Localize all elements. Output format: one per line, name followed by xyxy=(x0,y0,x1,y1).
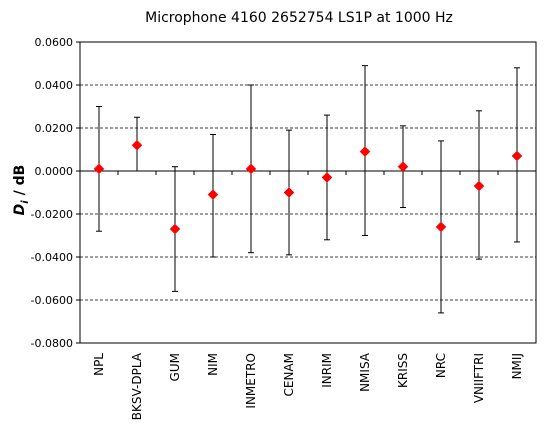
x-tick-label: INRIM xyxy=(320,353,334,388)
x-tick-label: BKSV-DPLA xyxy=(130,352,144,420)
data-point xyxy=(245,163,257,175)
x-tick-label: GUM xyxy=(168,353,182,381)
data-point xyxy=(435,221,447,233)
y-tick-label: -0.0800 xyxy=(31,337,73,350)
data-point xyxy=(359,146,371,158)
y-tick-label: -0.0600 xyxy=(31,294,73,307)
data-point xyxy=(397,161,409,173)
x-tick-label: INMETRO xyxy=(244,353,258,409)
plot-frame xyxy=(79,41,537,344)
x-tick-label: VNIIFTRI xyxy=(472,353,486,403)
y-tick-label: -0.0400 xyxy=(31,251,73,264)
data-point xyxy=(207,189,219,201)
y-axis-label: Di / dB xyxy=(12,165,31,216)
chart-title: Microphone 4160 2652754 LS1P at 1000 Hz xyxy=(145,10,453,26)
plot-area: 0.0600 0.0400 0.0200 0.0000 -0.0200 -0.0400 -0… xyxy=(31,36,537,420)
data-point xyxy=(131,139,143,151)
y-axis-label-unit: / dB xyxy=(12,165,28,201)
y-tick-label: 0.0200 xyxy=(35,122,74,135)
y-tick-label: 0.0600 xyxy=(35,36,74,49)
data-point xyxy=(473,180,485,192)
x-tick-label: CENAM xyxy=(282,353,296,397)
y-axis-label-subscript: i xyxy=(20,200,31,204)
data-point xyxy=(511,150,523,162)
data-point xyxy=(283,187,295,198)
x-tick-label: NRC xyxy=(434,353,448,378)
x-tick-label: NMIJ xyxy=(510,353,524,379)
x-tick-label: NPL xyxy=(92,353,106,376)
x-tick-label: NMISA xyxy=(358,352,372,392)
y-axis-label-symbol: D xyxy=(12,204,28,216)
data-point xyxy=(93,163,105,175)
x-tick-label: KRISS xyxy=(396,353,410,388)
x-tick-label: NIM xyxy=(206,353,220,376)
y-tick-label: 0.0400 xyxy=(35,79,74,92)
y-tick-label: 0.0000 xyxy=(35,165,74,178)
data-point xyxy=(321,172,333,183)
y-tick-label: -0.0200 xyxy=(31,208,73,221)
data-point xyxy=(169,223,181,235)
